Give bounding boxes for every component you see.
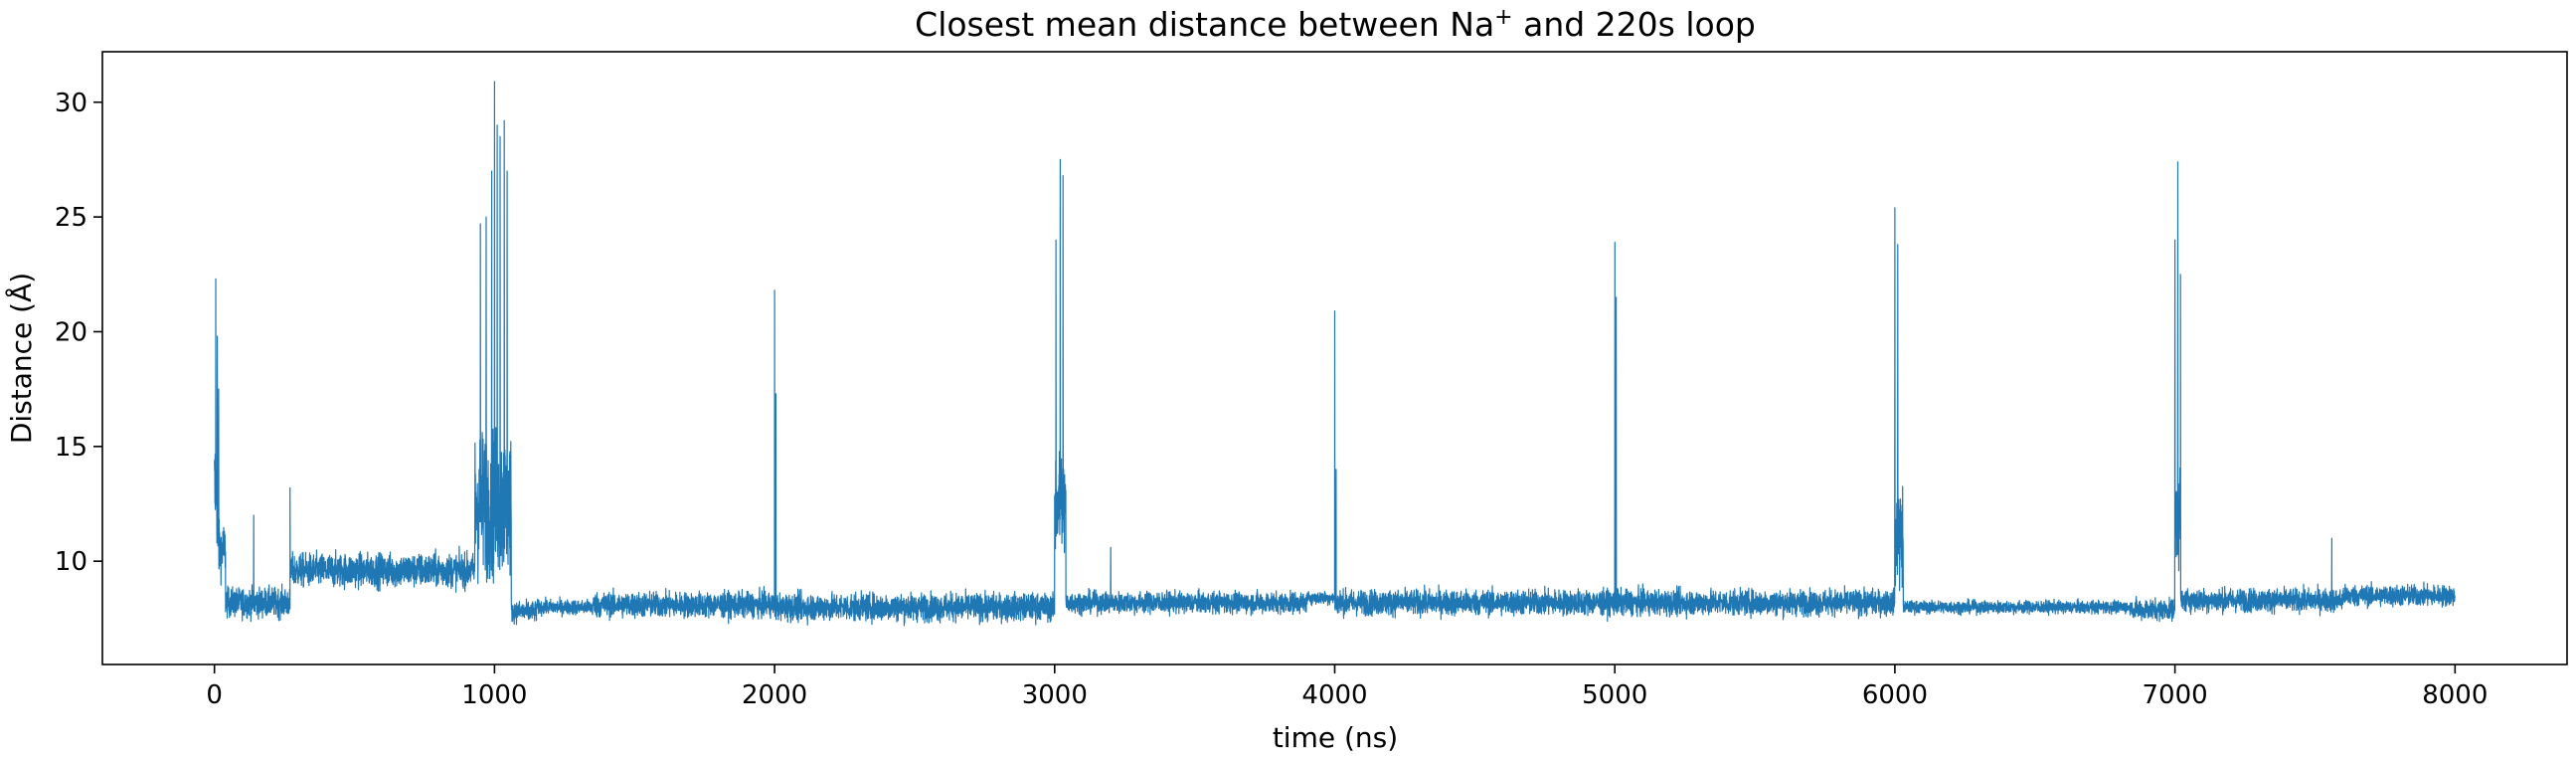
x-tick-label: 3000 (1022, 680, 1088, 710)
x-tick-label: 1000 (461, 680, 527, 710)
x-tick-label: 0 (206, 680, 223, 710)
y-tick-label: 15 (55, 433, 87, 463)
x-tick-label: 4000 (1301, 680, 1367, 710)
y-axis-label: Distance (Å) (4, 273, 38, 444)
series-line-distance (214, 81, 2456, 627)
x-tick-label: 5000 (1582, 680, 1647, 710)
series-group (214, 81, 2456, 627)
y-tick-label: 30 (55, 89, 87, 118)
x-tick-label: 6000 (1862, 680, 1928, 710)
chart-title: Closest mean distance between Na+ and 22… (915, 5, 1756, 44)
x-axis-label: time (ns) (1273, 721, 1398, 754)
y-tick-label: 20 (55, 317, 87, 347)
x-tick-label: 8000 (2422, 680, 2488, 710)
x-tick-label: 2000 (742, 680, 807, 710)
y-axis: 10 15 20 25 30 (55, 89, 102, 577)
x-axis: 0 1000 2000 3000 4000 5000 6000 7000 8000 (206, 664, 2488, 710)
x-tick-label: 7000 (2143, 680, 2208, 710)
y-tick-label: 10 (55, 547, 87, 577)
y-tick-label: 25 (55, 203, 87, 233)
